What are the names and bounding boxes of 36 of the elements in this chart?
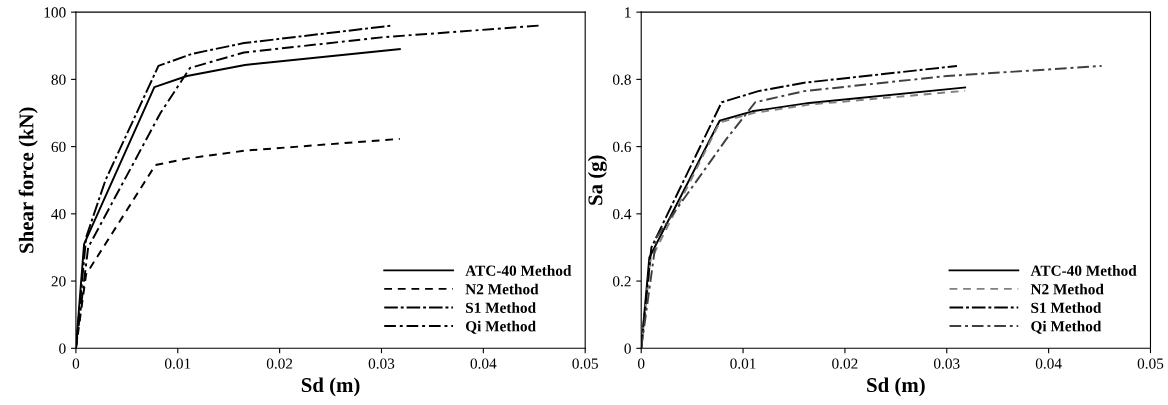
x-tick-label: 0.02 xyxy=(832,358,858,369)
y-tick-label: 0.4 xyxy=(612,208,632,220)
y-axis-title: Shear force (kN) xyxy=(18,107,38,253)
y-axis-title: Sa (g) xyxy=(587,155,607,205)
x-tick-label: 0.04 xyxy=(1035,358,1062,369)
legend-label: Qi Method xyxy=(1031,320,1102,334)
x-tick-label: 0.03 xyxy=(368,358,395,369)
y-tick-label: 0.2 xyxy=(612,276,631,287)
x-tick-label: 0 xyxy=(637,358,645,369)
legend-label: S1 Method xyxy=(1031,302,1102,313)
x-tick-label: 0.03 xyxy=(933,358,960,369)
x-axis-title: Sd (m) xyxy=(301,377,360,397)
y-tick-label: 100 xyxy=(44,7,66,18)
x-tick-label: 0 xyxy=(72,358,80,369)
x-tick-label: 0.05 xyxy=(1137,358,1164,369)
y-tick-label: 1 xyxy=(625,7,631,18)
y-tick-label: 40 xyxy=(51,208,66,220)
y-tick-label: 80 xyxy=(51,74,66,85)
legend-label: ATC-40 Method xyxy=(1030,265,1137,276)
legend-label: Qi Method xyxy=(465,320,536,334)
y-tick-label: 20 xyxy=(51,276,66,287)
x-tick-label: 0.04 xyxy=(470,358,497,369)
x-tick-label: 0.01 xyxy=(164,358,191,369)
y-tick-label: 0.6 xyxy=(612,141,632,153)
legend-label: ATC-40 Method xyxy=(465,265,572,276)
y-tick-label: 0.8 xyxy=(612,74,631,85)
y-tick-label: 60 xyxy=(51,141,66,153)
y-tick-label: 0 xyxy=(624,343,631,354)
x-tick-label: 0.02 xyxy=(266,358,293,369)
x-tick-label: 0.01 xyxy=(730,358,756,369)
x-tick-label: 0.05 xyxy=(572,358,598,369)
x-axis-title: Sd (m) xyxy=(867,377,925,397)
legend-label: S1 Method xyxy=(466,302,536,313)
legend-label: N2 Method xyxy=(1030,283,1104,295)
y-tick-label: 0 xyxy=(59,343,66,354)
legend-label: N2 Method xyxy=(465,283,539,295)
